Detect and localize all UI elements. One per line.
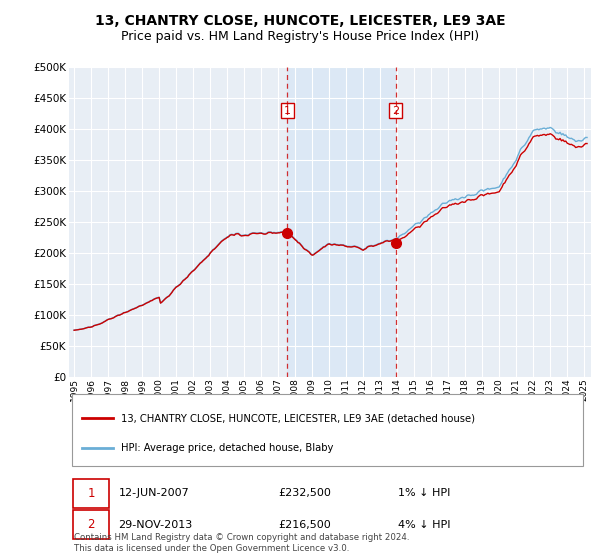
Text: 12-JUN-2007: 12-JUN-2007 <box>119 488 190 498</box>
Text: £232,500: £232,500 <box>278 488 331 498</box>
Bar <box>287 67 395 377</box>
Text: 1: 1 <box>284 105 291 115</box>
Text: 2: 2 <box>392 105 399 115</box>
FancyBboxPatch shape <box>73 511 109 539</box>
Text: HPI: Average price, detached house, Blaby: HPI: Average price, detached house, Blab… <box>121 444 334 453</box>
Text: 1: 1 <box>87 487 95 500</box>
Text: Price paid vs. HM Land Registry's House Price Index (HPI): Price paid vs. HM Land Registry's House … <box>121 30 479 43</box>
FancyBboxPatch shape <box>71 394 583 466</box>
Text: Contains HM Land Registry data © Crown copyright and database right 2024.
This d: Contains HM Land Registry data © Crown c… <box>74 533 410 553</box>
Text: 1% ↓ HPI: 1% ↓ HPI <box>398 488 450 498</box>
Text: 2: 2 <box>87 519 95 531</box>
Text: 29-NOV-2013: 29-NOV-2013 <box>119 520 193 530</box>
Text: 4% ↓ HPI: 4% ↓ HPI <box>398 520 451 530</box>
FancyBboxPatch shape <box>73 479 109 508</box>
Text: £216,500: £216,500 <box>278 520 331 530</box>
Text: 13, CHANTRY CLOSE, HUNCOTE, LEICESTER, LE9 3AE (detached house): 13, CHANTRY CLOSE, HUNCOTE, LEICESTER, L… <box>121 413 475 423</box>
Text: 13, CHANTRY CLOSE, HUNCOTE, LEICESTER, LE9 3AE: 13, CHANTRY CLOSE, HUNCOTE, LEICESTER, L… <box>95 14 505 28</box>
